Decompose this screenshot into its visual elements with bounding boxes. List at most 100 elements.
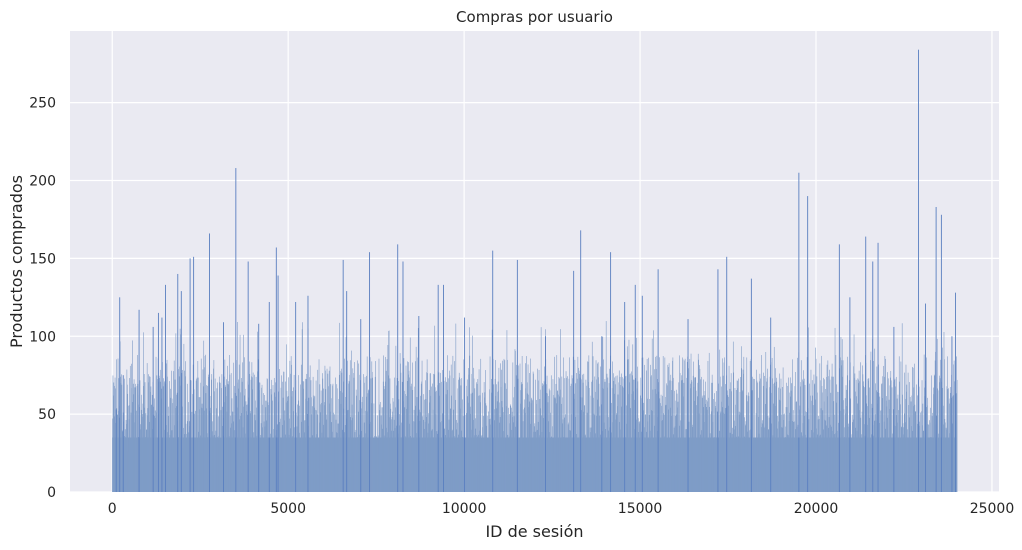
bar [562, 419, 564, 492]
bar [455, 399, 456, 492]
bar [501, 407, 503, 492]
bar [268, 405, 269, 492]
bar [395, 385, 397, 492]
bar [883, 365, 884, 492]
bar [733, 372, 734, 492]
bar [257, 371, 259, 492]
bar [943, 405, 944, 492]
bar [834, 327, 836, 492]
bar [669, 380, 671, 492]
bar [476, 383, 478, 492]
bar [740, 377, 741, 492]
bar [576, 378, 578, 492]
bar [348, 380, 350, 492]
bar [743, 373, 744, 492]
bar [245, 433, 246, 492]
bar-peak [918, 49, 919, 493]
bar [403, 401, 404, 492]
bar [583, 411, 584, 492]
bar [232, 411, 234, 492]
bar [754, 379, 755, 492]
bar [703, 395, 705, 492]
bar [370, 421, 371, 492]
bar [881, 384, 882, 492]
bar-peak [657, 269, 659, 492]
bar [577, 356, 579, 492]
bar [121, 384, 123, 492]
bar [413, 409, 415, 492]
bar [827, 396, 828, 492]
bar [336, 384, 338, 492]
bar [890, 370, 892, 492]
bar [396, 425, 398, 492]
bar [300, 384, 301, 492]
bar [542, 384, 544, 492]
bar [224, 385, 226, 492]
bar [880, 410, 882, 492]
bar [205, 354, 206, 492]
bar [940, 359, 941, 492]
bar [662, 420, 664, 492]
bar [523, 447, 524, 492]
bar [884, 376, 885, 492]
bar [874, 414, 876, 492]
bar [228, 436, 230, 492]
bar [944, 419, 946, 492]
bar [773, 403, 774, 492]
bar [132, 402, 134, 492]
bar [285, 381, 286, 492]
bar [156, 375, 158, 492]
bar [422, 416, 423, 492]
bar [448, 429, 449, 492]
bar [428, 423, 430, 492]
bar [879, 396, 881, 492]
bar [317, 369, 319, 492]
bar [230, 373, 232, 492]
bar [478, 434, 479, 492]
bar [466, 385, 468, 492]
bar [305, 398, 307, 492]
bar [698, 413, 700, 492]
bar [287, 400, 288, 492]
bar [127, 393, 129, 492]
bar [133, 379, 135, 492]
bar [451, 395, 452, 492]
bar [764, 375, 765, 492]
bar [847, 426, 849, 492]
bar [515, 375, 517, 492]
bar [329, 403, 330, 492]
bar [455, 323, 457, 492]
bar [707, 360, 709, 492]
bar [841, 365, 843, 492]
bar [493, 384, 495, 492]
bar [203, 340, 205, 492]
bar [202, 408, 203, 492]
bar [860, 434, 862, 492]
bar [207, 437, 209, 492]
bar [135, 410, 137, 492]
bar [321, 432, 323, 492]
bar [229, 374, 231, 492]
bar [482, 427, 484, 492]
bar [359, 400, 361, 492]
bar [185, 423, 187, 492]
bar [749, 360, 751, 492]
bar [701, 397, 703, 492]
bar [649, 399, 650, 492]
bar [155, 356, 157, 492]
bar-peak [573, 270, 575, 492]
bar [622, 386, 623, 492]
bar [341, 368, 342, 492]
bar [497, 381, 499, 492]
bar [323, 402, 325, 492]
bar [778, 387, 779, 492]
bar [767, 415, 769, 492]
bar [317, 414, 318, 492]
bar [231, 398, 233, 492]
bar [332, 383, 334, 492]
bar [954, 448, 956, 492]
bar [628, 339, 630, 492]
bar [734, 420, 735, 492]
x-tick-label: 10000 [442, 501, 487, 517]
bar [718, 383, 719, 492]
